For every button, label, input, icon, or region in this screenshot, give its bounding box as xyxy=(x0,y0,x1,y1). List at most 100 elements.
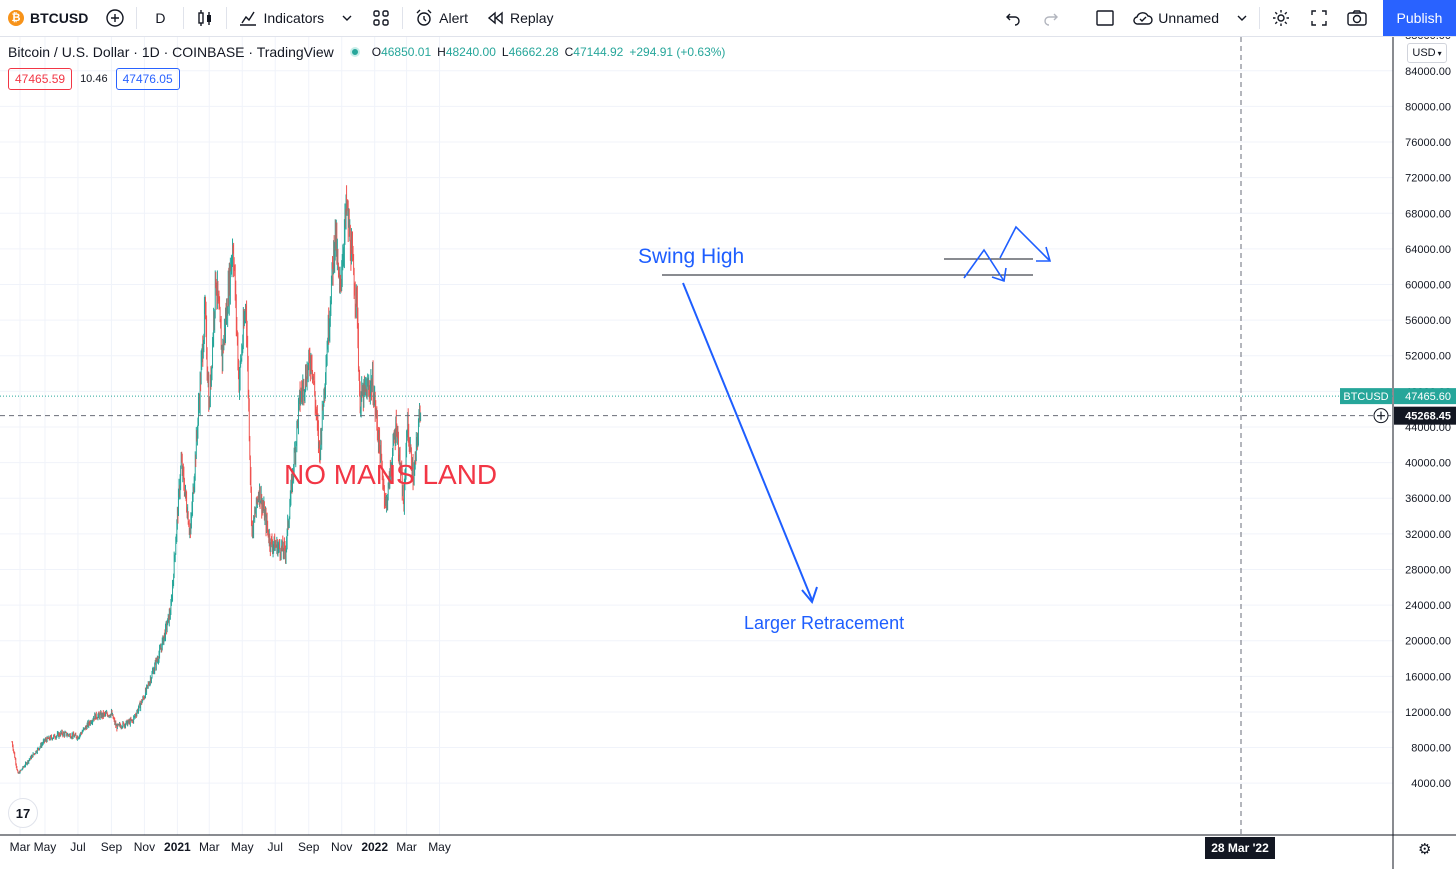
time-axis-label: Sep xyxy=(101,840,123,854)
zigzag-arrow-2 xyxy=(999,225,1050,261)
price-axis-label: 12000.00 xyxy=(1405,707,1451,719)
last-price-tag-bg xyxy=(1394,388,1456,405)
settings-button[interactable] xyxy=(1262,0,1300,37)
redo-icon xyxy=(1040,7,1062,29)
alert-button[interactable]: Alert xyxy=(405,0,476,37)
snapshot-button[interactable] xyxy=(1338,0,1376,37)
time-axis-label: Mar xyxy=(199,840,220,854)
price-axis-label: 20000.00 xyxy=(1405,636,1451,648)
candles-group xyxy=(11,185,422,774)
symbol-price-tag-label: BTCUSD xyxy=(1343,391,1388,403)
plus-icon xyxy=(1377,411,1385,420)
price-axis-label: 28000.00 xyxy=(1405,564,1451,576)
price-axis-label: 60000.00 xyxy=(1405,280,1451,292)
toolbar-divider xyxy=(183,7,185,29)
price-axis-label: 72000.00 xyxy=(1405,173,1451,185)
crosshair-date-tag-value: 28 Mar '22 xyxy=(1211,841,1269,855)
retracement-arrow-line xyxy=(682,282,813,601)
price-change: +294.91 (+0.63%) xyxy=(629,45,726,59)
market-open-status-icon xyxy=(349,47,360,57)
chart-legend: Bitcoin / U.S. Dollar · 1D · COINBASE · … xyxy=(8,44,725,60)
price-axis-label: 52000.00 xyxy=(1405,351,1451,363)
price-axis-label: 44000.00 xyxy=(1405,422,1451,434)
currency-select[interactable]: USD ▾ xyxy=(1407,43,1447,63)
price-axis-label: 68000.00 xyxy=(1405,208,1451,220)
crosshair-price-tag-value: 45268.45 xyxy=(1405,411,1451,423)
crosshair-date-tag-bg xyxy=(1205,837,1275,859)
redo-button[interactable] xyxy=(1032,0,1070,37)
undo-button[interactable] xyxy=(994,0,1032,37)
sell-price-button[interactable]: 47465.59 xyxy=(8,68,73,90)
toolbar-divider xyxy=(402,7,404,29)
price-axis-label: 32000.00 xyxy=(1405,529,1451,541)
compare-symbol-button[interactable] xyxy=(96,0,134,37)
chart-annotation-text: Swing High xyxy=(638,245,744,268)
price-axis-label: 4000.00 xyxy=(1411,778,1451,790)
save-layout-button[interactable]: Unnamed xyxy=(1124,0,1227,37)
plus-circle-icon xyxy=(104,7,126,29)
time-axis-label: Nov xyxy=(331,840,352,854)
publish-button[interactable]: Publish xyxy=(1383,0,1456,36)
ohlc-close: C47144.92 xyxy=(564,45,624,59)
candles-icon xyxy=(194,7,216,29)
cloud-check-icon xyxy=(1132,7,1154,29)
layout-name-label: Unnamed xyxy=(1158,10,1219,26)
bitcoin-logo-icon: ₿ xyxy=(8,10,24,26)
grid-icon xyxy=(370,7,392,29)
retracement-arrow-head xyxy=(801,586,818,605)
price-axis-label: 64000.00 xyxy=(1405,244,1451,256)
indicators-dropdown[interactable] xyxy=(332,0,362,37)
fullscreen-button[interactable] xyxy=(1300,0,1338,37)
replay-label: Replay xyxy=(509,10,554,26)
time-axis-label: May xyxy=(428,840,451,854)
fullscreen-icon xyxy=(1308,7,1330,29)
price-axis-label: 36000.00 xyxy=(1405,493,1451,505)
chevron-down-icon xyxy=(336,7,358,29)
bid-ask-spread: 47465.59 10.46 47476.05 xyxy=(8,68,180,90)
tradingview-logo[interactable]: 17 xyxy=(8,798,38,828)
time-axis-label: Jul xyxy=(268,840,283,854)
symbol-title[interactable]: Bitcoin / U.S. Dollar · 1D · COINBASE · … xyxy=(8,44,334,60)
toolbar-divider xyxy=(226,7,228,29)
symbol-label: BTCUSD xyxy=(30,10,89,26)
time-axis-label: Jul xyxy=(70,840,85,854)
axis-settings-gear-icon[interactable]: ⚙ xyxy=(1418,841,1432,858)
alarm-clock-icon xyxy=(413,7,435,29)
indicators-icon xyxy=(237,7,259,29)
indicators-button[interactable]: Indicators xyxy=(229,0,332,37)
price-axis-label: 24000.00 xyxy=(1405,600,1451,612)
alert-label: Alert xyxy=(439,10,468,26)
time-axis-label: Nov xyxy=(134,840,155,854)
time-axis-label: 2021 xyxy=(164,840,191,854)
zigzag-arrow-1 xyxy=(963,248,1005,282)
buy-price-button[interactable]: 47476.05 xyxy=(115,68,180,90)
zigzag-arrowhead-2 xyxy=(1036,246,1052,262)
price-axis-label: 80000.00 xyxy=(1405,101,1451,113)
symbol-search-button[interactable]: ₿ BTCUSD xyxy=(0,0,96,37)
price-axis-label: 40000.00 xyxy=(1405,458,1451,470)
price-axis-label: 16000.00 xyxy=(1405,671,1451,683)
ohlc-open: O46850.01 xyxy=(371,45,432,59)
layout-select-button[interactable] xyxy=(1086,0,1124,37)
toolbar-divider xyxy=(136,7,138,29)
symbol-price-tag-bg xyxy=(1340,388,1392,405)
templates-button[interactable] xyxy=(362,0,400,37)
crosshair-price-tag-bg xyxy=(1394,406,1456,425)
camera-icon xyxy=(1346,7,1368,29)
layout-dropdown[interactable] xyxy=(1227,0,1257,37)
indicators-label: Indicators xyxy=(263,10,325,26)
interval-label: D xyxy=(155,10,166,26)
time-axis-label: May xyxy=(34,840,57,854)
chart-type-button[interactable] xyxy=(186,0,224,37)
price-chart[interactable]: 4000.00 8000.00 12000.00 16000.00 20000.00 24… xyxy=(0,37,1456,869)
replay-button[interactable]: Replay xyxy=(476,0,562,37)
chart-annotation-text: NO MANS LAND xyxy=(284,459,497,490)
time-axis-label: 2022 xyxy=(361,840,388,854)
square-layout-icon xyxy=(1094,7,1116,29)
interval-button[interactable]: D xyxy=(139,0,181,37)
time-axis-label: May xyxy=(231,840,254,854)
price-axis-label: 56000.00 xyxy=(1405,315,1451,327)
undo-icon xyxy=(1002,7,1024,29)
time-axis-label: Mar xyxy=(10,840,31,854)
price-axis-label: 84000.00 xyxy=(1405,66,1451,78)
